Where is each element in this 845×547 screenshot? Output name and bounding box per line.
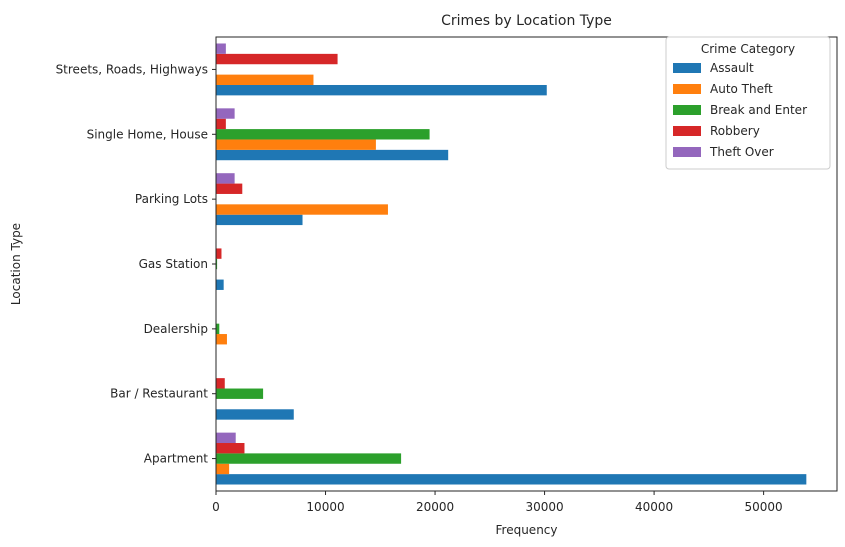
bar-break-and-enter-dealership bbox=[216, 323, 220, 335]
legend-swatch bbox=[673, 63, 701, 73]
legend-title: Crime Category bbox=[701, 42, 795, 56]
bar-auto-theft-single-home-house bbox=[216, 139, 376, 150]
bar-break-and-enter-single-home-house bbox=[216, 129, 430, 140]
x-tick-label: 20000 bbox=[416, 500, 454, 514]
bar-theft-over-streets-roads-highways bbox=[216, 43, 226, 54]
bar-auto-theft-apartment bbox=[216, 463, 230, 475]
legend-entry: Break and Enter bbox=[710, 103, 807, 117]
legend-swatch bbox=[673, 147, 701, 157]
bar-robbery-single-home-house bbox=[216, 118, 226, 130]
bar-robbery-gas-station bbox=[216, 248, 222, 259]
bar-break-and-enter-apartment bbox=[216, 453, 402, 464]
x-tick-label: 50000 bbox=[745, 500, 783, 514]
bar-break-and-enter-gas-station bbox=[216, 258, 218, 270]
bar-theft-over-single-home-house bbox=[216, 108, 235, 119]
bar-assault-bar-restaurant bbox=[216, 409, 294, 420]
bar-robbery-apartment bbox=[216, 443, 245, 454]
axes-frame bbox=[215, 36, 838, 492]
bar-assault-streets-roads-highways bbox=[216, 84, 547, 96]
legend-swatch bbox=[673, 84, 701, 94]
bar-robbery-bar-restaurant bbox=[216, 378, 225, 389]
y-axis-title: Location Type bbox=[9, 223, 23, 305]
chart-title: Crimes by Location Type bbox=[441, 13, 612, 29]
y-tick-label: Gas Station bbox=[139, 257, 208, 271]
legend-frame bbox=[665, 36, 831, 170]
x-tick-label: 30000 bbox=[525, 500, 563, 514]
y-tick-label: Apartment bbox=[144, 452, 208, 466]
bar-assault-single-home-house bbox=[216, 149, 449, 161]
y-tick-label: Streets, Roads, Highways bbox=[56, 62, 208, 76]
bar-theft-over-parking-lots bbox=[216, 173, 235, 184]
plot-area: Apartment Bar / Restaurant Dealership Gas S… bbox=[56, 36, 838, 514]
bar-robbery-parking-lots bbox=[216, 183, 243, 194]
y-tick-label: Parking Lots bbox=[135, 192, 208, 206]
y-tick-label: Single Home, House bbox=[87, 127, 208, 141]
legend-entry: Robbery bbox=[710, 124, 760, 138]
x-tick-label: 40000 bbox=[635, 500, 673, 514]
bar-auto-theft-streets-roads-highways bbox=[216, 74, 314, 85]
legend-entry: Assault bbox=[710, 61, 754, 75]
x-tick-label: 0 bbox=[212, 500, 220, 514]
bar-auto-theft-dealership bbox=[216, 334, 227, 345]
legend-entry: Auto Theft bbox=[710, 82, 773, 96]
bar-robbery-streets-roads-highways bbox=[216, 53, 338, 65]
bar-break-and-enter-bar-restaurant bbox=[216, 388, 264, 399]
x-tick-label: 10000 bbox=[306, 500, 344, 514]
legend-entry: Theft Over bbox=[709, 145, 774, 159]
legend: Crime Category Assault Auto Theft Break an… bbox=[665, 36, 831, 170]
y-tick-label: Bar / Restaurant bbox=[110, 387, 208, 401]
y-tick-label: Dealership bbox=[144, 322, 208, 336]
bar-theft-over-apartment bbox=[216, 432, 236, 444]
legend-swatch bbox=[673, 126, 701, 136]
bar-assault-gas-station bbox=[216, 279, 224, 290]
bar-assault-parking-lots bbox=[216, 214, 303, 226]
legend-swatch bbox=[673, 105, 701, 115]
x-axis-title: Frequency bbox=[496, 523, 558, 537]
bar-assault-apartment bbox=[216, 474, 807, 485]
bar-auto-theft-parking-lots bbox=[216, 204, 388, 215]
